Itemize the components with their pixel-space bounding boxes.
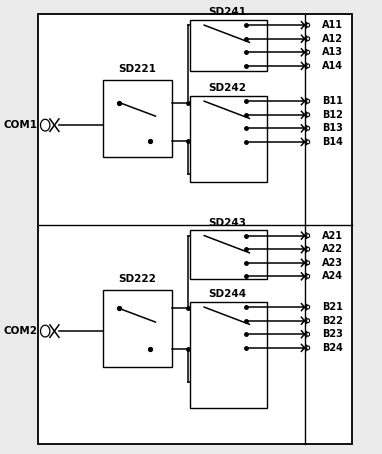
Bar [190,301,267,408]
Circle shape [40,119,50,131]
Text: COM1: COM1 [4,120,38,130]
Text: SD242: SD242 [209,84,247,94]
Bar [190,20,267,71]
Bar [190,230,267,279]
Text: B22: B22 [322,316,343,326]
Circle shape [307,346,310,350]
Circle shape [307,261,310,265]
Circle shape [307,319,310,323]
Bar [190,96,267,182]
Bar [38,14,352,444]
Text: B12: B12 [322,110,343,120]
Circle shape [307,50,310,54]
Circle shape [307,140,310,144]
Text: A14: A14 [322,61,343,71]
Text: A24: A24 [322,271,343,281]
Circle shape [307,274,310,278]
Text: A13: A13 [322,47,343,57]
Text: B24: B24 [322,343,343,353]
Circle shape [40,325,50,337]
Text: SD244: SD244 [209,289,247,300]
Text: SD221: SD221 [118,64,156,74]
Text: B14: B14 [322,137,343,147]
Text: SD243: SD243 [209,218,247,228]
Text: A11: A11 [322,20,343,30]
Text: B11: B11 [322,96,343,106]
Bar [103,80,172,157]
Circle shape [307,332,310,336]
Circle shape [307,23,310,27]
Text: A23: A23 [322,258,343,268]
Circle shape [307,99,310,103]
Text: A21: A21 [322,231,343,241]
Text: COM2: COM2 [4,326,38,336]
Circle shape [307,37,310,40]
Circle shape [307,305,310,309]
Text: B23: B23 [322,329,343,339]
Circle shape [307,234,310,237]
Circle shape [307,64,310,68]
Bar [103,291,172,367]
Text: SD222: SD222 [118,275,156,285]
Text: SD241: SD241 [209,6,247,16]
Circle shape [307,247,310,251]
Text: B13: B13 [322,123,343,133]
Text: A12: A12 [322,34,343,44]
Circle shape [307,113,310,117]
Text: B21: B21 [322,302,343,312]
Text: A22: A22 [322,244,343,254]
Circle shape [307,126,310,130]
